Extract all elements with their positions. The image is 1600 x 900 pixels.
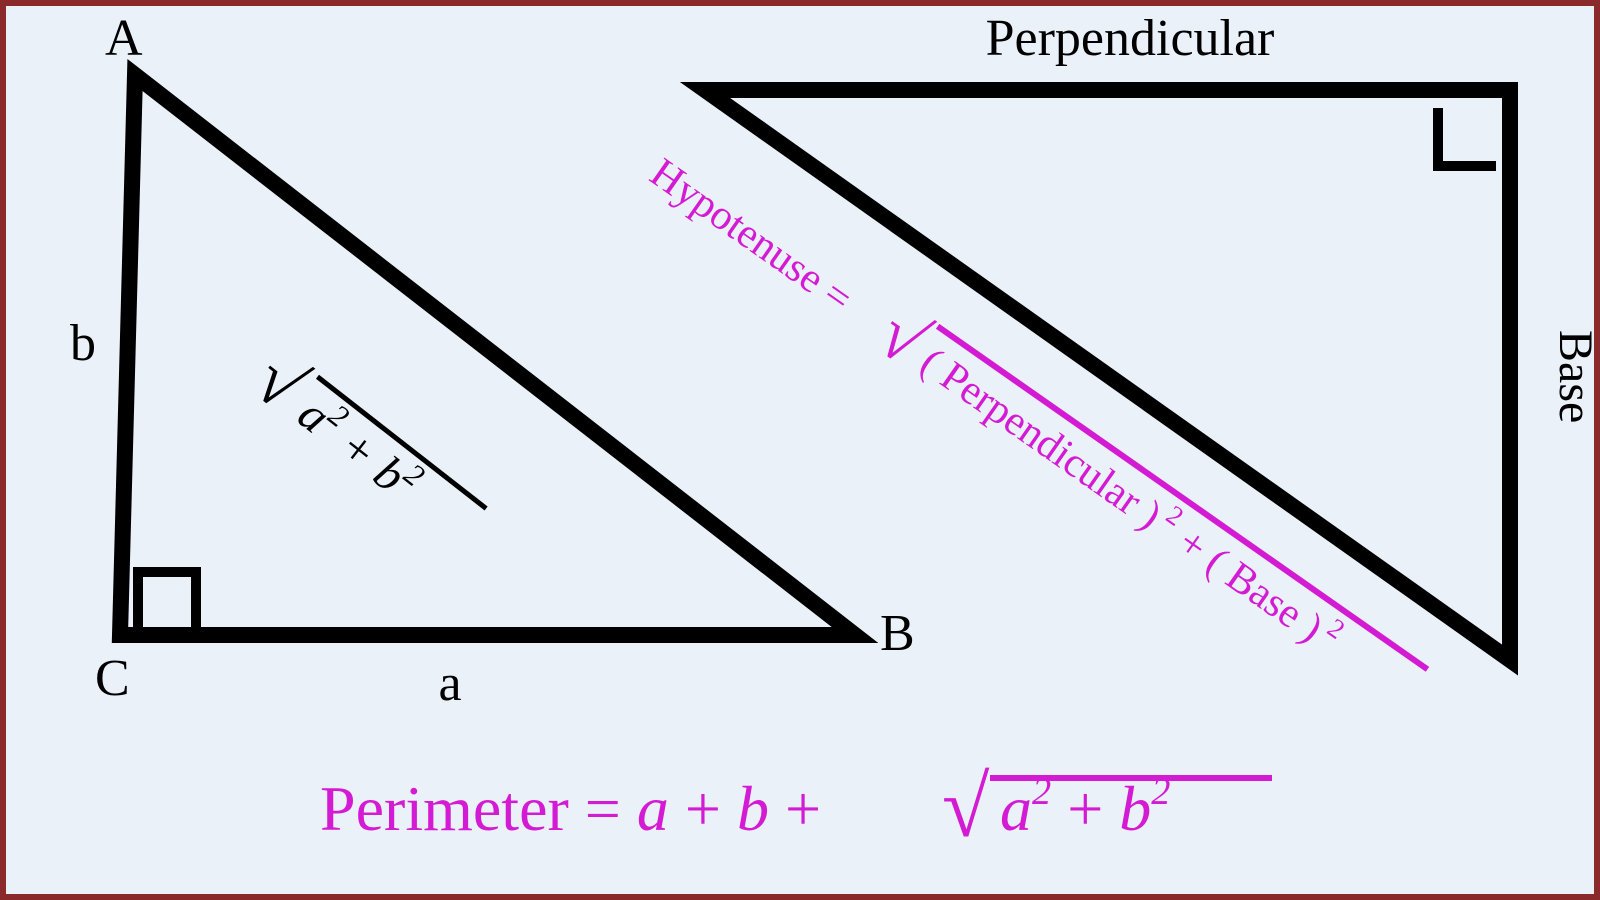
vertex-label-b: B bbox=[880, 605, 915, 662]
side-label-perpendicular: Perpendicular bbox=[986, 10, 1275, 67]
side-label-a: a bbox=[438, 655, 461, 712]
canvas-background bbox=[0, 0, 1600, 900]
svg-text:√: √ bbox=[942, 759, 990, 855]
side-label-b: b bbox=[70, 315, 96, 372]
svg-text:Perimeter = a + b +: Perimeter = a + b + bbox=[320, 773, 821, 844]
vertex-label-c: C bbox=[95, 650, 130, 707]
perimeter-formula: Perimeter = a + b + √a2 + b2 bbox=[320, 759, 1272, 855]
vertex-label-a: A bbox=[105, 10, 143, 67]
side-label-base: Base bbox=[1549, 330, 1600, 423]
svg-text:a2 + b2: a2 + b2 bbox=[1000, 771, 1171, 844]
